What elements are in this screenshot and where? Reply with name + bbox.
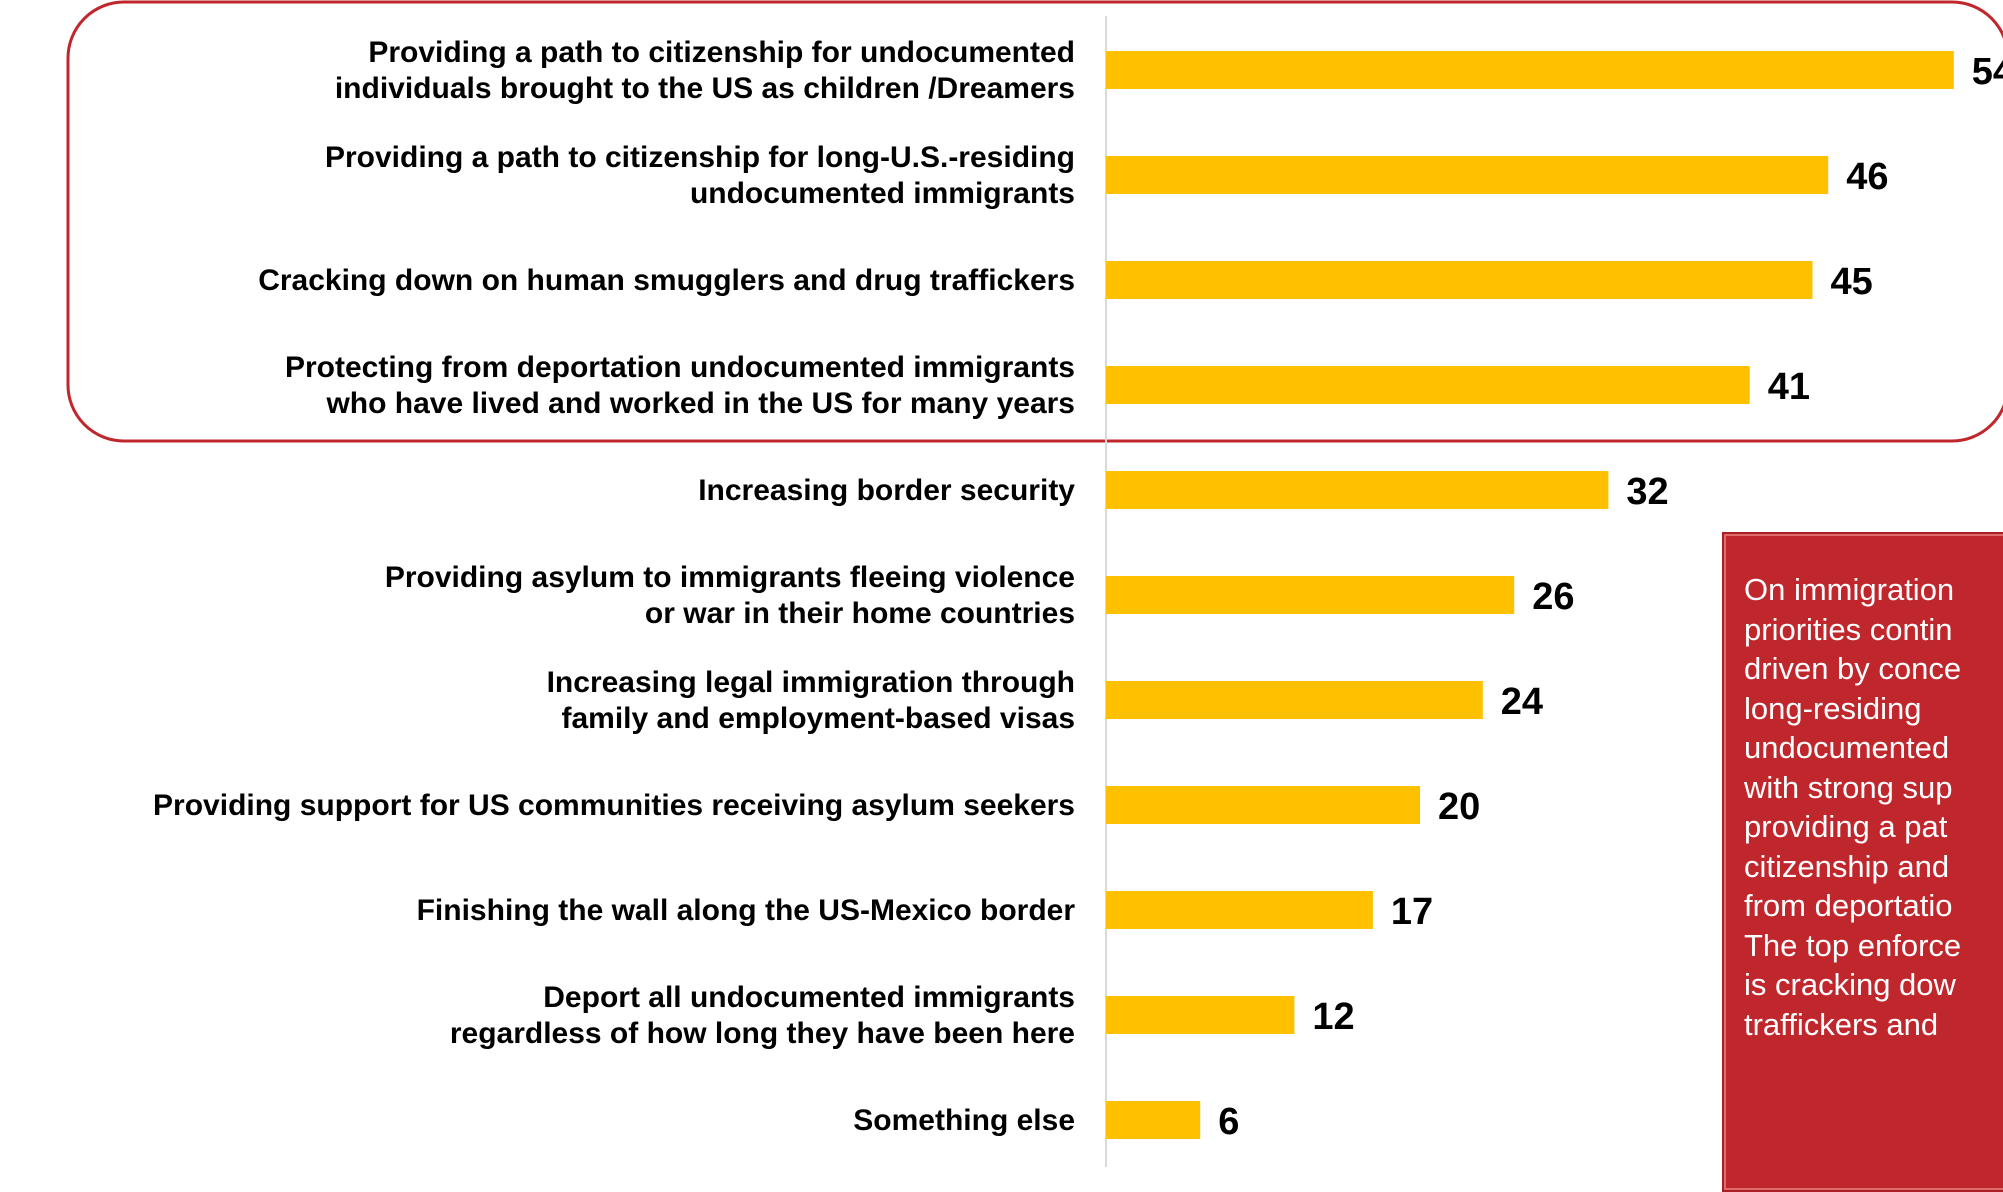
bar-1 (1106, 51, 1954, 89)
bars-layer (1106, 51, 1954, 1139)
value-label-2: 46 (1846, 156, 1888, 198)
category-label-2: Providing a path to citizenship for long… (325, 141, 1075, 210)
category-label-4: Protecting from deportation undocumented… (285, 351, 1075, 420)
category-label-6: Providing asylum to immigrants fleeing v… (385, 561, 1075, 630)
category-label-3: Cracking down on human smugglers and dru… (258, 264, 1075, 297)
bar-10 (1106, 996, 1295, 1034)
category-label-7: Increasing legal immigration through fami… (547, 666, 1075, 735)
chart: Providing a path to citizenship for undo… (66, 0, 2003, 1167)
category-labels-layer: Providing a path to citizenship for undo… (153, 36, 1075, 1137)
bar-4 (1106, 366, 1750, 404)
category-label-11: Something else (853, 1104, 1075, 1137)
bar-7 (1106, 681, 1483, 719)
value-labels-layer: 54 46 45 41 32 26 24 20 17 12 6 (1218, 51, 2003, 1143)
value-label-10: 12 (1312, 996, 1354, 1038)
summary-callout: On immigration priorities contin driven … (1722, 532, 2003, 1192)
value-label-7: 24 (1501, 681, 1543, 723)
bar-6 (1106, 576, 1515, 614)
category-label-8: Providing support for US communities rec… (153, 789, 1075, 822)
value-label-8: 20 (1438, 786, 1480, 828)
value-label-3: 45 (1831, 261, 1873, 303)
category-label-5: Increasing border security (698, 474, 1075, 507)
summary-callout-text: On immigration priorities contin driven … (1744, 572, 1962, 1042)
bar-8 (1106, 786, 1420, 824)
category-label-9: Finishing the wall along the US-Mexico b… (417, 894, 1076, 927)
bar-2 (1106, 156, 1829, 194)
value-label-1: 54 (1972, 51, 2003, 93)
value-label-11: 6 (1218, 1101, 1239, 1143)
category-label-10: Deport all undocumented immigrants regard… (450, 981, 1075, 1050)
bar-3 (1106, 261, 1813, 299)
bar-9 (1106, 891, 1373, 929)
category-label-1: Providing a path to citizenship for undo… (335, 36, 1075, 105)
value-label-6: 26 (1532, 576, 1574, 618)
value-label-9: 17 (1391, 891, 1433, 933)
bar-5 (1106, 471, 1609, 509)
bar-11 (1106, 1101, 1201, 1139)
value-label-5: 32 (1626, 471, 1668, 513)
highlight-frame (66, 0, 2003, 443)
value-label-4: 41 (1768, 366, 1810, 408)
